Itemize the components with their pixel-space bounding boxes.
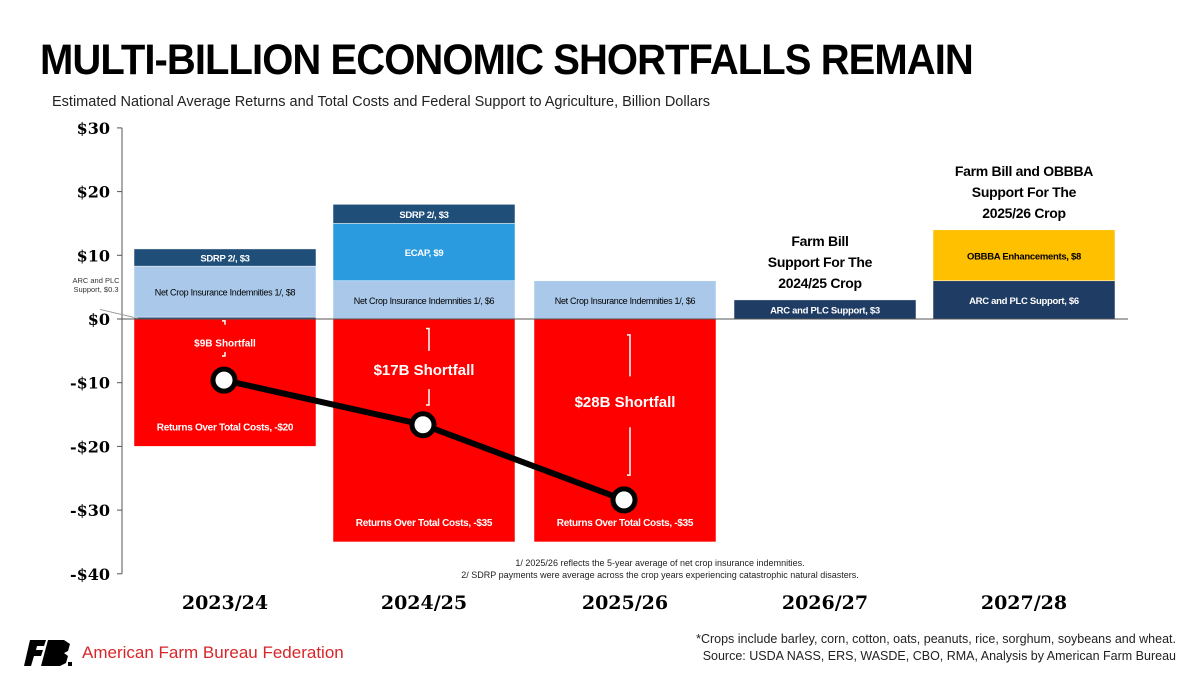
bar-segment	[332, 204, 516, 224]
segment-label: ARC and PLC Support, $6	[969, 296, 1079, 307]
shortfall-label: $28B Shortfall	[575, 394, 676, 411]
x-tick-label: 2024/25	[381, 592, 467, 614]
segment-label: SDRP 2/, $3	[399, 210, 448, 221]
x-tick-label: 2023/24	[182, 592, 268, 614]
annotation-text: 2024/25 Crop	[778, 275, 862, 291]
shortfall-bracket	[426, 327, 430, 406]
page-title: MULTI-BILLION ECONOMIC SHORTFALLS REMAIN	[40, 36, 974, 84]
bar-segment	[133, 248, 317, 267]
annotation-text: Support For The	[972, 184, 1077, 200]
footnote: 2/ SDRP payments were average across the…	[461, 570, 859, 580]
callout-line	[99, 308, 139, 319]
shortfall-point	[409, 411, 437, 439]
shortfall-label: $9B Shortfall	[194, 338, 256, 349]
x-tick-label: 2027/28	[981, 592, 1067, 614]
shortfall-bracket	[627, 334, 631, 476]
bar-segment	[133, 265, 317, 318]
segment-label: Net Crop Insurance Indemnities 1/, $6	[354, 296, 495, 306]
segment-label: Returns Over Total Costs, -$20	[157, 422, 294, 433]
bar-segment	[932, 229, 1116, 282]
segment-label: SDRP 2/, $3	[200, 254, 249, 265]
bar-segment	[332, 223, 516, 282]
source-note: Source: USDA NASS, ERS, WASDE, CBO, RMA,…	[702, 649, 1176, 663]
segment-label: Returns Over Total Costs, -$35	[557, 518, 694, 529]
y-tick-label: -$20	[70, 437, 110, 456]
footer-notes: *Crops include barley, corn, cotton, oat…	[696, 631, 1176, 665]
y-tick-label: $30	[77, 119, 110, 138]
segment-label: Net Crop Insurance Indemnities 1/, $6	[555, 296, 696, 306]
annotation-text: 2025/26 Crop	[982, 205, 1066, 221]
y-tick-label: $20	[77, 183, 110, 202]
org-name: American Farm Bureau Federation	[82, 643, 344, 662]
y-tick-label: -$40	[70, 565, 110, 584]
arc-plc-callout-label: ARC and PLC Support, $0.3	[72, 276, 120, 294]
segment-label: ECAP, $9	[405, 248, 444, 259]
fb-logo-icon	[24, 640, 72, 666]
crops-note: *Crops include barley, corn, cotton, oat…	[696, 632, 1176, 646]
shortfall-bracket	[222, 320, 226, 357]
chart-subtitle: Estimated National Average Returns and T…	[52, 94, 710, 110]
segment-label: OBBBA Enhancements, $8	[967, 251, 1081, 262]
y-tick-label: $0	[88, 310, 110, 329]
annotation-text: Support For The	[768, 254, 873, 270]
annotation-text: Farm Bill and OBBBA	[955, 163, 1093, 179]
segment-label: Returns Over Total Costs, -$35	[356, 518, 493, 529]
shortfall-point	[610, 486, 638, 514]
footnote: 1/ 2025/26 reflects the 5-year average o…	[515, 558, 804, 568]
x-tick-label: 2026/27	[782, 592, 868, 614]
y-tick-label: -$30	[70, 501, 110, 520]
annotation-text: Farm Bill	[791, 233, 848, 249]
bar-segment	[533, 280, 717, 320]
segment-label: Net Crop Insurance Indemnities 1/, $8	[155, 288, 296, 298]
bar-segment	[932, 280, 1116, 320]
segment-label: ARC and PLC Support, $3	[770, 305, 880, 316]
bar-segment	[332, 280, 516, 320]
shortfall-label: $17B Shortfall	[374, 362, 475, 379]
afbf-logo: American Farm Bureau Federation	[24, 640, 344, 666]
shortfall-point	[210, 366, 238, 394]
y-tick-label: $10	[77, 246, 110, 265]
y-tick-label: -$10	[70, 374, 110, 393]
x-tick-label: 2025/26	[582, 592, 668, 614]
